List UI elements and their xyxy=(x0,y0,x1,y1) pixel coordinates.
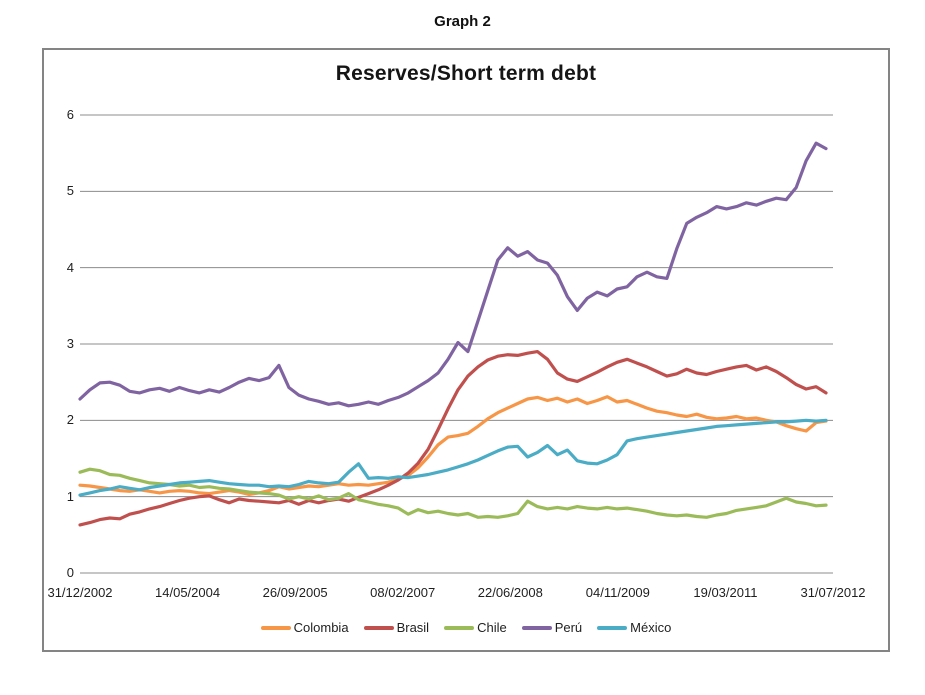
legend-item-peru: Perú xyxy=(521,620,583,635)
y-tick-label: 6 xyxy=(66,107,74,122)
legend-label: Chile xyxy=(477,620,507,635)
y-tick-label: 1 xyxy=(66,488,74,504)
series-line-colombia xyxy=(78,395,828,496)
legend-label: Brasil xyxy=(396,620,430,635)
legend-label: Colombia xyxy=(293,620,349,635)
y-tick-label: 4 xyxy=(66,259,74,275)
x-tick-label: 22/06/2008 xyxy=(477,585,543,600)
series-line-brasil xyxy=(78,350,828,527)
x-tick-label: 14/05/2004 xyxy=(155,585,221,600)
legend-line-swatch xyxy=(521,625,552,630)
legend-line-swatch xyxy=(363,625,394,630)
series-line-mexico xyxy=(78,418,828,497)
page-title: Graph 2 xyxy=(434,13,491,30)
legend-item-chile: Chile xyxy=(444,620,507,635)
legend-item-mexico: México xyxy=(597,620,671,635)
legend-line-swatch xyxy=(260,625,291,630)
legend-label: Perú xyxy=(554,620,583,635)
x-tick-label: 31/07/2012 xyxy=(800,585,866,600)
x-tick-label: 19/03/2011 xyxy=(693,585,758,600)
series-line-chile xyxy=(78,467,828,519)
y-tick-label: 0 xyxy=(66,565,74,580)
chart-title: Reserves/Short term debt xyxy=(335,62,597,85)
legend-item-brasil: Brasil xyxy=(363,620,430,635)
x-tick-label: 08/02/2007 xyxy=(370,585,436,600)
y-tick-label: 5 xyxy=(66,183,74,199)
legend-item-colombia: Colombia xyxy=(260,620,349,635)
chart-legend: Colombia Brasil Chile Perú México xyxy=(44,620,888,635)
chart-container: Reserves/Short term debt 0 1 2 3 4 5 6 31/12/2… xyxy=(42,48,890,652)
y-tick-label: 2 xyxy=(66,412,74,428)
series-line-peru xyxy=(78,141,828,408)
x-tick-label: 31/12/2002 xyxy=(47,585,113,600)
x-tick-label: 26/09/2005 xyxy=(262,585,328,600)
line-chart-plot xyxy=(78,114,833,574)
legend-label: México xyxy=(630,620,672,635)
y-tick-label: 3 xyxy=(66,336,74,351)
x-tick-label: 04/11/2009 xyxy=(585,585,650,600)
legend-line-swatch xyxy=(597,625,628,630)
legend-line-swatch xyxy=(444,625,475,630)
